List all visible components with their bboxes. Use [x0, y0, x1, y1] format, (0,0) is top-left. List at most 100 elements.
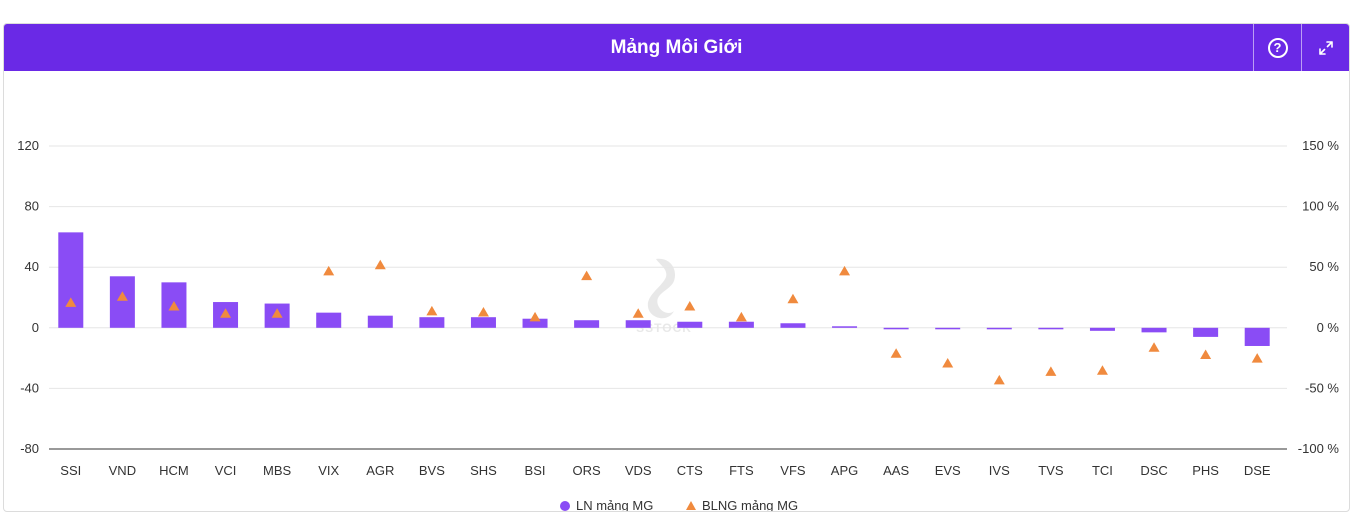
- x-tick-label: DSE: [1244, 463, 1271, 478]
- left-tick-label: 0: [32, 320, 39, 335]
- legend: LN mảng MG BLNG mảng MG: [560, 498, 798, 511]
- triangle-series: [65, 259, 1263, 385]
- triangle-point-apg[interactable]: [839, 265, 851, 276]
- bar-ors[interactable]: [574, 320, 600, 328]
- bar-vix[interactable]: [316, 312, 342, 328]
- triangle-point-tci[interactable]: [1096, 365, 1108, 375]
- triangle-point-bvs[interactable]: [426, 305, 438, 316]
- bar-agr[interactable]: [367, 315, 393, 328]
- x-tick-label: AAS: [883, 463, 909, 478]
- bar-vfs[interactable]: [780, 323, 806, 328]
- left-tick-label: -40: [20, 380, 39, 395]
- right-tick-label: 150 %: [1302, 138, 1339, 153]
- right-tick-label: -50 %: [1305, 380, 1339, 395]
- bar-shs[interactable]: [470, 317, 496, 328]
- triangle-point-bsi[interactable]: [529, 311, 541, 322]
- expand-arrows-icon: [1318, 40, 1333, 55]
- x-tick-label: BSI: [525, 463, 546, 478]
- x-tick-label: IVS: [989, 463, 1010, 478]
- bar-tci[interactable]: [1089, 327, 1115, 331]
- x-tick-label: CTS: [677, 463, 703, 478]
- legend-circle-icon: [560, 501, 570, 511]
- x-axis: SSI VND HCM VCI MBS VIX AGR BVS SHS BSI ORS VDS CTS F…: [60, 463, 1271, 478]
- triangle-point-vnd[interactable]: [116, 291, 128, 301]
- x-tick-label: DSC: [1140, 463, 1167, 478]
- triangle-point-tvs[interactable]: [1045, 366, 1057, 376]
- x-tick-label: BVS: [419, 463, 445, 478]
- x-tick-label: TVS: [1038, 463, 1064, 478]
- right-axis: -100 % -50 % 0 % 50 % 100 % 150 %: [1298, 138, 1340, 456]
- x-tick-label: APG: [831, 463, 858, 478]
- bar-apg[interactable]: [832, 326, 858, 328]
- question-circle-icon: ?: [1267, 37, 1288, 58]
- x-tick-label: VIX: [318, 463, 339, 478]
- bar-phs[interactable]: [1193, 327, 1219, 337]
- left-tick-label: -80: [20, 441, 39, 456]
- bar-bsi[interactable]: [522, 318, 548, 328]
- legend-item-ln[interactable]: LN mảng MG: [560, 498, 653, 511]
- help-button[interactable]: ?: [1253, 24, 1301, 71]
- triangle-point-ors[interactable]: [581, 270, 593, 281]
- triangle-point-ivs[interactable]: [993, 374, 1005, 385]
- bar-series: [58, 232, 1270, 346]
- bar-ivs[interactable]: [986, 327, 1012, 330]
- triangle-point-cts[interactable]: [684, 300, 696, 311]
- x-tick-label: VND: [109, 463, 136, 478]
- x-tick-label: SSI: [60, 463, 81, 478]
- x-tick-label: ORS: [573, 463, 602, 478]
- bar-vds[interactable]: [625, 320, 651, 328]
- triangle-point-dsc[interactable]: [1148, 342, 1160, 352]
- x-tick-label: EVS: [935, 463, 961, 478]
- bar-dsc[interactable]: [1141, 327, 1167, 333]
- triangle-point-vds[interactable]: [632, 308, 644, 318]
- right-tick-label: 50 %: [1309, 259, 1339, 274]
- legend-item-blng[interactable]: BLNG mảng MG: [686, 498, 798, 511]
- x-tick-label: VFS: [780, 463, 806, 478]
- legend-triangle-icon: [686, 501, 696, 510]
- bar-ssi[interactable]: [58, 232, 84, 328]
- expand-button[interactable]: [1301, 24, 1349, 71]
- card-header: Mảng Môi Giới ?: [4, 24, 1349, 71]
- chart-card: Mảng Môi Giới ? SSTOCK -80 -40 0 40 80 120 -1…: [3, 23, 1350, 512]
- triangle-point-vfs[interactable]: [787, 293, 799, 304]
- card-title: Mảng Môi Giới: [610, 37, 743, 58]
- triangle-point-evs[interactable]: [942, 357, 954, 368]
- bar-evs[interactable]: [935, 327, 961, 330]
- triangle-point-aas[interactable]: [890, 348, 902, 358]
- left-axis: -80 -40 0 40 80 120: [17, 138, 39, 456]
- left-tick-label: 40: [25, 259, 39, 274]
- x-tick-label: MBS: [263, 463, 292, 478]
- x-tick-label: TCI: [1092, 463, 1113, 478]
- legend-label-ln: LN mảng MG: [576, 498, 653, 511]
- triangle-point-hcm[interactable]: [168, 300, 180, 311]
- triangle-point-fts[interactable]: [735, 311, 747, 322]
- x-tick-label: PHS: [1192, 463, 1219, 478]
- triangle-point-agr[interactable]: [374, 259, 386, 270]
- bar-dse[interactable]: [1244, 327, 1270, 346]
- left-tick-label: 80: [25, 199, 39, 214]
- triangle-point-dse[interactable]: [1251, 353, 1263, 363]
- triangle-point-vix[interactable]: [323, 265, 335, 276]
- right-tick-label: 100 %: [1302, 199, 1339, 214]
- right-tick-label: 0 %: [1317, 320, 1340, 335]
- x-tick-label: HCM: [159, 463, 189, 478]
- x-tick-label: VCI: [215, 463, 237, 478]
- legend-label-blng: BLNG mảng MG: [702, 498, 798, 511]
- x-tick-label: VDS: [625, 463, 652, 478]
- bar-bvs[interactable]: [419, 317, 445, 328]
- x-tick-label: FTS: [729, 463, 754, 478]
- triangle-point-phs[interactable]: [1200, 349, 1212, 359]
- bar-vnd[interactable]: [109, 276, 135, 328]
- right-tick-label: -100 %: [1298, 441, 1340, 456]
- triangle-point-vci[interactable]: [220, 308, 232, 318]
- triangle-point-shs[interactable]: [477, 307, 489, 317]
- triangle-point-ssi[interactable]: [65, 297, 77, 307]
- bar-fts[interactable]: [728, 321, 754, 328]
- bar-tvs[interactable]: [1038, 327, 1064, 330]
- bar-aas[interactable]: [883, 327, 909, 330]
- bar-cts[interactable]: [677, 321, 703, 328]
- triangle-point-mbs[interactable]: [271, 308, 283, 318]
- x-tick-label: AGR: [366, 463, 394, 478]
- x-tick-label: SHS: [470, 463, 497, 478]
